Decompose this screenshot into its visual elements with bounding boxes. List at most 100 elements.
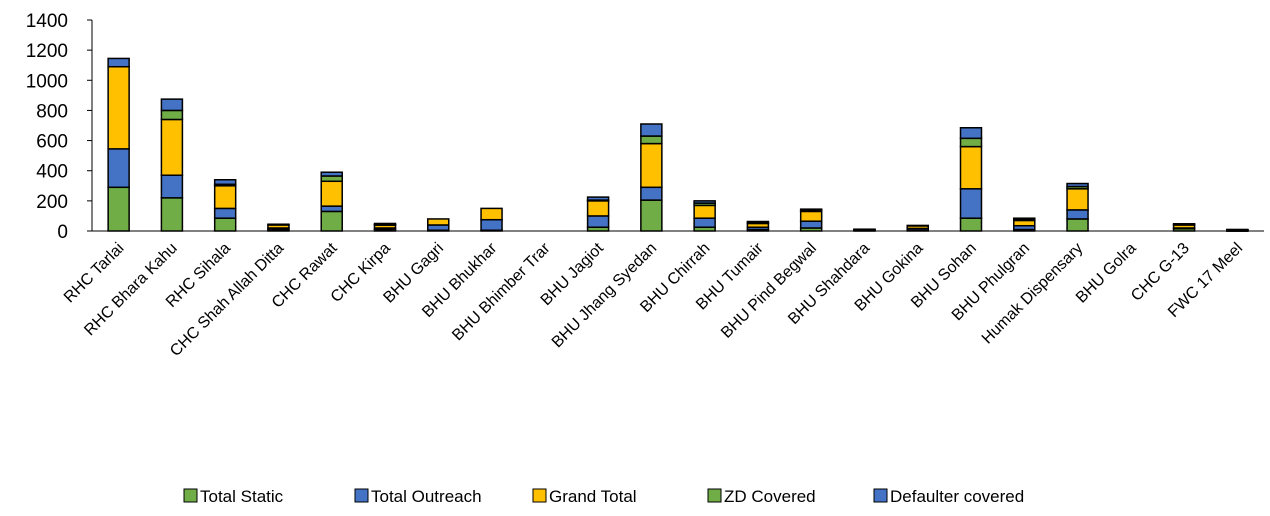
- legend-label: Defaulter covered: [890, 487, 1024, 506]
- bar-segment: [906, 224, 929, 227]
- legend-item: ZD Covered: [707, 487, 816, 506]
- bar-stack: [693, 200, 716, 232]
- bar-segment: [320, 210, 343, 232]
- legend-swatch: [707, 488, 722, 503]
- bar-segment: [160, 109, 184, 121]
- bar-segment: [213, 179, 237, 186]
- bar-segment: [693, 204, 716, 219]
- bar-stack: [1013, 217, 1036, 232]
- bar-segment: [799, 208, 823, 212]
- bar-segment: [1226, 228, 1249, 231]
- bar-segment: [640, 135, 663, 145]
- bar-segment: [213, 207, 237, 219]
- y-tick-label: 0: [57, 222, 68, 243]
- legend: Total Static Total Outreach Grand Total ZD …: [183, 487, 1024, 506]
- y-tick-label: 600: [36, 132, 68, 153]
- bar-segment: [107, 57, 130, 68]
- bar-segment: [640, 199, 663, 232]
- bar-segment: [640, 186, 663, 201]
- bar-segment: [320, 205, 343, 213]
- bar-segment: [427, 224, 450, 231]
- bar-segment: [107, 186, 130, 232]
- bar-stack: [213, 179, 237, 232]
- bar-segment: [693, 200, 716, 204]
- bar-segment: [427, 218, 450, 226]
- bar-stack: [427, 218, 450, 232]
- bar-segment: [160, 118, 184, 176]
- bar-segment: [640, 142, 663, 189]
- bar-segment: [1066, 218, 1089, 232]
- legend-item: Defaulter covered: [873, 487, 1024, 506]
- bar-stack: [746, 220, 770, 232]
- bar-segment: [586, 200, 610, 217]
- x-tick-label: Humak Dispensary: [979, 240, 1087, 348]
- legend-item: Total Static: [183, 487, 284, 506]
- bar-segment: [267, 223, 290, 226]
- y-tick-label: 1200: [26, 41, 68, 62]
- bars: [107, 57, 1249, 232]
- bar-stack: [160, 98, 184, 232]
- bar-segment: [213, 185, 237, 210]
- bar-stack: [107, 57, 130, 232]
- bar-segment: [160, 98, 184, 112]
- bar-segment: [107, 65, 130, 150]
- legend-swatch: [873, 488, 888, 503]
- bar-stack: [906, 224, 929, 232]
- bar-segment: [959, 137, 983, 148]
- bar-segment: [959, 127, 983, 140]
- bar-segment: [1013, 217, 1036, 221]
- bar-segment: [799, 220, 823, 229]
- y-axis: 0 200 400 600 800 1000 1200 1400: [26, 11, 93, 243]
- bar-stack: [640, 123, 663, 232]
- bar-stack: [959, 127, 983, 232]
- y-tick-label: 800: [36, 101, 68, 122]
- legend-swatch: [354, 488, 369, 503]
- y-tick-label: 400: [36, 162, 68, 183]
- legend-label: Total Static: [200, 487, 284, 506]
- bar-segment: [746, 220, 770, 224]
- bar-segment: [586, 215, 610, 228]
- legend-label: ZD Covered: [724, 487, 816, 506]
- legend-swatch: [532, 488, 547, 503]
- legend-label: Total Outreach: [371, 487, 482, 506]
- legend-item: Grand Total: [532, 487, 637, 506]
- bar-stack: [480, 207, 503, 232]
- bar-segment: [959, 145, 983, 190]
- y-tick-label: 1000: [26, 71, 68, 92]
- bar-stack: [799, 208, 823, 232]
- y-tick-label: 1400: [26, 11, 68, 32]
- bar-stack: [320, 171, 343, 232]
- x-tick-label: BHU Bhimber Trar: [449, 239, 554, 344]
- bar-segment: [320, 180, 343, 207]
- bar-segment: [107, 148, 130, 189]
- bar-segment: [1066, 182, 1089, 188]
- bar-segment: [480, 218, 503, 231]
- bar-stack: [373, 222, 397, 232]
- bar-segment: [1066, 209, 1089, 220]
- bar-stack: [853, 228, 876, 232]
- bar-segment: [480, 207, 503, 221]
- bar-segment: [213, 217, 237, 232]
- bar-segment: [320, 171, 343, 177]
- legend-label: Grand Total: [549, 487, 637, 506]
- bar-segment: [1066, 188, 1089, 211]
- x-tick-label: BHU Pind Begwal: [718, 240, 820, 342]
- bar-segment: [799, 210, 823, 222]
- bar-segment: [693, 217, 716, 228]
- bar-segment: [853, 228, 876, 231]
- legend-swatch: [183, 488, 198, 503]
- bar-segment: [320, 175, 343, 183]
- bar-segment: [959, 217, 983, 232]
- y-tick-label: 200: [36, 192, 68, 213]
- bar-segment: [959, 188, 983, 219]
- bar-segment: [160, 174, 184, 199]
- bar-segment: [1172, 223, 1196, 226]
- bar-stack: [586, 196, 610, 232]
- x-tick-label: BHU Jhang Syedan: [549, 240, 660, 351]
- legend-item: Total Outreach: [354, 487, 482, 506]
- bar-stack: [267, 223, 290, 232]
- bar-segment: [373, 222, 397, 226]
- bar-segment: [640, 123, 663, 137]
